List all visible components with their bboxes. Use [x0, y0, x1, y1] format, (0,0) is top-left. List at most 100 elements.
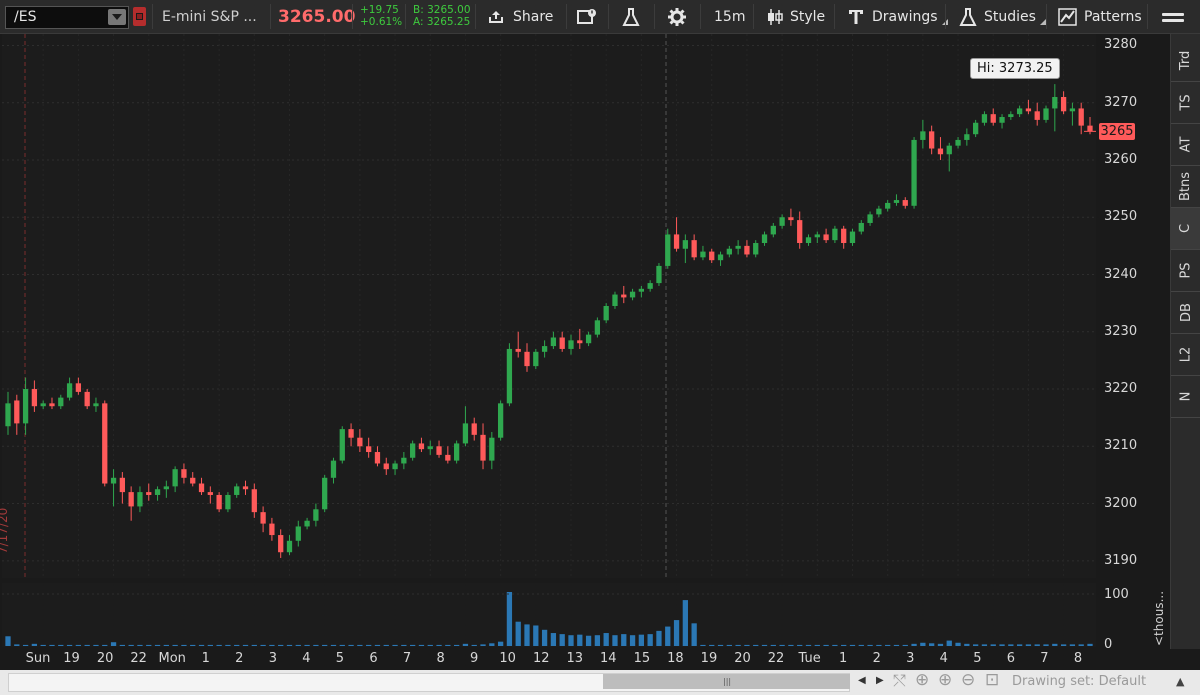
candle-body — [990, 114, 996, 123]
candle-body — [691, 240, 697, 258]
candle-body — [471, 423, 477, 435]
volume-bar — [673, 620, 680, 646]
price-tick: 3190 — [1104, 552, 1138, 568]
volume-bar — [717, 644, 724, 646]
crosshair-icon[interactable]: ⊕ — [915, 670, 930, 690]
price-tick: 3260 — [1104, 151, 1138, 167]
volume-subgraph[interactable] — [2, 583, 1128, 647]
time-tick: 3 — [906, 651, 915, 666]
candle-body — [392, 463, 398, 470]
timeframe-button[interactable]: 15m — [714, 8, 746, 25]
scroll-right-icon[interactable]: ▶ — [876, 675, 884, 686]
volume-bar — [260, 644, 266, 646]
side-tab-ts[interactable]: TS — [1171, 82, 1200, 124]
volume-bar — [392, 644, 398, 646]
volume-bar — [902, 644, 908, 646]
zoom-fit-icon[interactable]: ⊡ — [985, 670, 1000, 690]
pan-icon[interactable]: ⤲ — [893, 671, 906, 690]
volume-bar — [533, 625, 539, 646]
symbol-selector[interactable]: /ES — [5, 6, 129, 29]
volume-bar — [964, 643, 970, 646]
volume-bar — [629, 635, 636, 646]
chart-scrollbar[interactable]: ||| ◀ ▶ ⤲ ⊕ ⊕ ⊖ ⊡ Drawing set: Default ▲ — [0, 670, 1200, 695]
volume-bar — [471, 644, 477, 646]
volume-bar — [480, 644, 486, 646]
share-button[interactable]: Share — [487, 0, 553, 33]
side-tab-n[interactable]: N — [1171, 376, 1200, 418]
volume-bar — [436, 644, 442, 646]
volume-bar — [251, 644, 257, 646]
volume-bar — [832, 644, 838, 646]
candle-body — [709, 251, 715, 261]
candle-body — [955, 139, 961, 146]
side-panel: Trd TS AT Btns C PS DB L2 N — [1170, 34, 1200, 649]
candle-body — [66, 383, 73, 398]
side-tab-label: Trd — [1178, 50, 1194, 71]
flask-button[interactable] — [622, 0, 640, 33]
corner-arrow-icon — [941, 18, 948, 25]
studies-label: Studies — [984, 8, 1036, 25]
patterns-button[interactable]: Patterns — [1058, 0, 1142, 33]
instrument-description: E-mini S&P ... — [162, 8, 257, 25]
side-tab-db[interactable]: DB — [1171, 292, 1200, 334]
candle-body — [181, 469, 187, 478]
volume-bar — [1043, 644, 1049, 646]
candle-body — [304, 520, 310, 527]
volume-bar — [568, 635, 574, 646]
volume-bar — [172, 644, 178, 646]
side-tab-at[interactable]: AT — [1171, 124, 1200, 166]
symbol-input[interactable]: /ES — [14, 9, 37, 25]
candle-body — [946, 145, 952, 155]
side-tab-trd[interactable]: Trd — [1171, 40, 1200, 82]
share-icon — [489, 10, 503, 23]
candle-body — [577, 340, 583, 344]
volume-bar — [58, 644, 64, 646]
candle-body — [656, 265, 662, 284]
volume-unit-wrap: <thous... — [1152, 584, 1168, 646]
candle-body — [568, 340, 574, 349]
volume-bar — [893, 644, 900, 646]
candle-body — [313, 509, 319, 521]
style-button[interactable]: Style — [766, 0, 825, 33]
candle-body — [1034, 111, 1040, 120]
scroll-thumb[interactable]: ||| — [603, 674, 850, 689]
corner-arrow-icon — [1039, 18, 1046, 25]
date-marker-label: 7/17/20 — [0, 507, 10, 554]
volume-bar — [348, 644, 354, 646]
time-tick: 20 — [734, 651, 751, 666]
candle-body — [761, 234, 768, 244]
side-tab-ps[interactable]: PS — [1171, 250, 1200, 292]
zoom-in-icon[interactable]: ⊕ — [938, 670, 953, 690]
side-tab-btns[interactable]: Btns — [1171, 166, 1200, 208]
zoom-out-icon[interactable]: ⊖ — [961, 670, 976, 690]
volume-bar — [84, 644, 90, 646]
candle-body — [612, 294, 618, 306]
drawings-button[interactable]: Drawings — [847, 0, 948, 33]
time-tick: 22 — [130, 651, 147, 666]
high-tooltip: Hi: 3273.25 — [970, 58, 1060, 79]
time-axis[interactable]: Sun 19 20 22 Mon 1 2 3 4 5 6 7 8 9 10 12 13 14 15 18 19 20 22 T… — [2, 648, 1096, 670]
last-price-badge: 3265 — [1099, 123, 1135, 141]
volume-bar — [489, 643, 495, 646]
candle-body — [93, 403, 99, 407]
candle-body — [418, 443, 425, 450]
volume-bar — [541, 629, 548, 646]
side-tab-c[interactable]: C — [1171, 208, 1200, 250]
settings-button[interactable] — [668, 0, 686, 33]
volume-bar — [22, 644, 29, 646]
more-button[interactable] — [1160, 0, 1186, 33]
chart-alert-button[interactable] — [577, 0, 597, 33]
price-chart[interactable]: 7/17/20 — [0, 34, 1096, 578]
candle-body — [594, 320, 601, 335]
link-group-icon[interactable] — [133, 7, 146, 26]
candle-body — [366, 446, 372, 453]
studies-button[interactable]: Studies — [959, 0, 1046, 33]
symbol-dropdown-button[interactable] — [108, 9, 126, 25]
candle-body — [885, 202, 891, 209]
side-tab-label: AT — [1178, 136, 1194, 153]
side-tab-l2[interactable]: L2 — [1171, 334, 1200, 376]
volume-bar — [445, 644, 451, 646]
drawing-set-dropdown-icon[interactable]: ▲ — [1176, 675, 1185, 688]
scroll-left-icon[interactable]: ◀ — [858, 675, 866, 686]
volume-unit-label: <thous... — [1152, 590, 1166, 646]
